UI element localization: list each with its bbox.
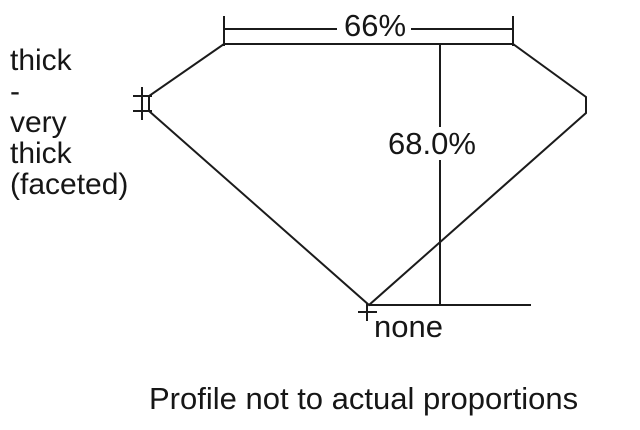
culet-label: none — [374, 309, 443, 344]
diamond-outline — [148, 43, 587, 307]
table-percent-label: 66% — [343, 8, 407, 43]
footnote-caption: Profile not to actual proportions — [149, 381, 579, 416]
depth-percent-label: 68.0% — [385, 127, 479, 160]
girdle-thickness-label: thick - very thick (faceted) — [10, 44, 129, 201]
